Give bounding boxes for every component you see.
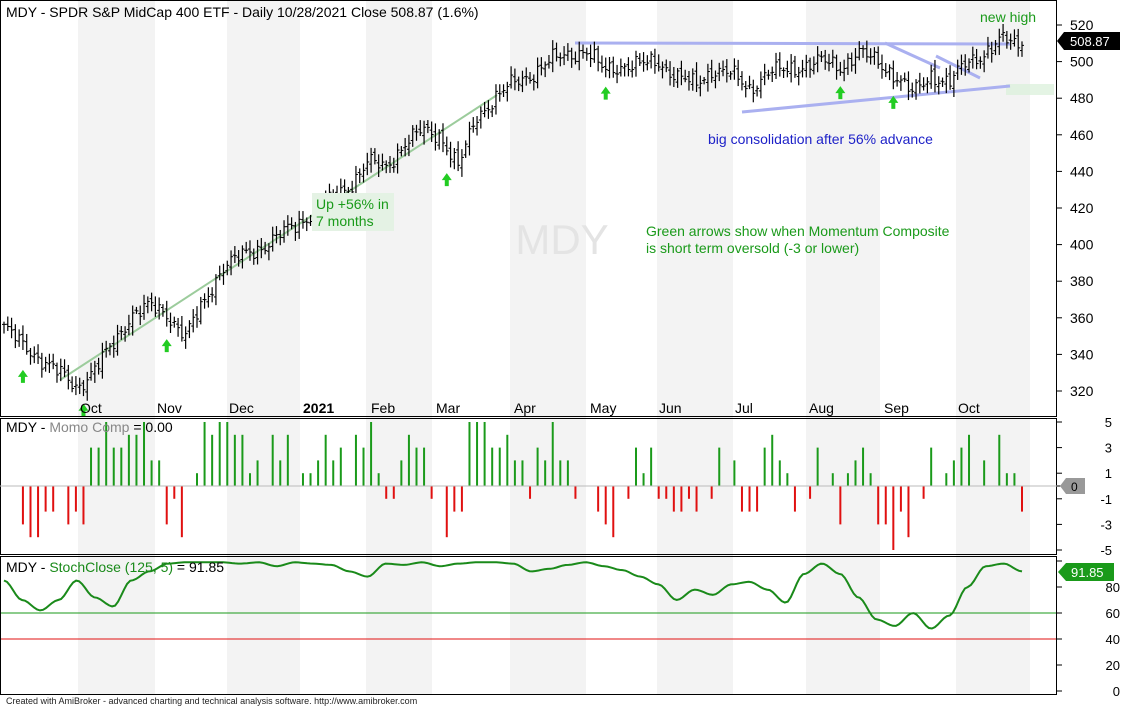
watermark: MDY (515, 216, 608, 263)
stoch-tick-label: 60 (1106, 606, 1120, 621)
x-tick-label: May (590, 400, 616, 416)
annotation-up56-line2: 7 months (316, 213, 374, 229)
momo-last-box: 0 (1060, 478, 1085, 494)
x-tick-label: Apr (514, 400, 536, 416)
stochclose-line (3, 561, 1023, 630)
price-tick-label: 360 (1070, 310, 1094, 326)
stoch-title-value: = 91.85 (173, 559, 224, 575)
x-axis: Oct Nov Dec 2021 Feb Mar Apr May Jun Jul Aug Sep Oct (80, 400, 980, 416)
momo-title: MDY - Momo Comp = 0.00 (6, 419, 173, 435)
month-band (510, 1, 586, 695)
month-band (657, 1, 733, 695)
oversold-arrows (17, 86, 899, 417)
price-tick-label: 340 (1070, 346, 1094, 362)
stoch-last-label: 91.85 (1071, 565, 1104, 580)
price-pane-border (0, 0, 1057, 417)
momo-last-label: 0 (1071, 480, 1078, 494)
month-band (78, 1, 155, 695)
stoch-tick-label: 40 (1106, 632, 1120, 647)
stoch-title-name: StochClose (125, 5) (49, 559, 173, 575)
stoch-last-box: 91.85 (1058, 563, 1114, 581)
resistance-line (574, 41, 1011, 46)
oversold-arrow (17, 369, 28, 383)
x-tick-label: Jul (735, 400, 753, 416)
annotation-green-arrows-2: is short term oversold (-3 or lower) (646, 240, 859, 256)
x-tick-label: Feb (371, 400, 395, 416)
oversold-arrow (835, 86, 846, 100)
price-tick-label: 420 (1070, 200, 1094, 216)
support-zone (1006, 84, 1054, 95)
last-price-box: 508.87 (1057, 32, 1120, 50)
stoch-title-prefix: MDY - (6, 559, 49, 575)
x-tick-label: Mar (436, 400, 460, 416)
annotation-up56-bg (312, 193, 394, 231)
annotation-green-arrows-1: Green arrows show when Momentum Composit… (646, 223, 950, 239)
stoch-tick-label: 80 (1106, 580, 1120, 595)
oversold-arrow (78, 403, 89, 417)
month-band (227, 1, 300, 695)
month-band (956, 1, 1030, 695)
price-tick-label: 380 (1070, 273, 1094, 289)
price-tick-label: 520 (1070, 17, 1094, 33)
last-price-label: 508.87 (1070, 34, 1110, 49)
oversold-arrow (441, 173, 452, 187)
price-tick-label: 460 (1070, 127, 1094, 143)
main-title: MDY - SPDR S&P MidCap 400 ETF - Daily 10… (6, 4, 479, 20)
annotation-new-high: new high (980, 9, 1036, 25)
x-tick-label: Dec (229, 400, 254, 416)
month-band (806, 1, 880, 695)
footer-credit: Created with AmiBroker - advanced charti… (6, 696, 418, 706)
price-tick-label: 440 (1070, 163, 1094, 179)
momo-tick-label: -3 (1100, 517, 1112, 532)
price-tick-label: 500 (1070, 54, 1094, 70)
oversold-arrow (161, 339, 172, 353)
x-tick-label: Nov (157, 400, 182, 416)
momo-title-name: Momo Comp (49, 419, 129, 435)
stoch-title: MDY - StochClose (125, 5) = 91.85 (6, 559, 224, 575)
x-tick-label: Oct (80, 400, 102, 416)
price-tick-label: 400 (1070, 237, 1094, 253)
stoch-tick-label: 0 (1113, 684, 1120, 699)
x-tick-label: Aug (809, 400, 834, 416)
stoch-axis: 80 60 40 20 0 (1057, 560, 1120, 699)
month-bands (78, 1, 1030, 695)
stoch-tick-label: 20 (1106, 658, 1120, 673)
momo-tick-label: 1 (1105, 466, 1112, 481)
stoch-pane-border (0, 556, 1057, 695)
price-axis: 320 340 360 380 400 420 440 460 480 500 520 (1057, 17, 1094, 399)
momo-tick-label: 3 (1105, 441, 1112, 456)
momo-tick-label: 5 (1105, 415, 1112, 430)
momo-tick-label: -1 (1100, 492, 1112, 507)
x-tick-label: 2021 (303, 400, 334, 416)
momo-tick-label: -5 (1100, 543, 1112, 558)
x-tick-label: Sep (884, 400, 909, 416)
x-tick-label: Oct (958, 400, 980, 416)
annotation-up56-line1: Up +56% in (316, 196, 389, 212)
oversold-arrow (600, 86, 611, 100)
momo-title-prefix: MDY - (6, 419, 49, 435)
momo-title-value: = 0.00 (129, 419, 172, 435)
x-tick-label: Jun (659, 400, 682, 416)
pennant-top-line (884, 41, 941, 70)
momo-bars (21, 422, 1023, 550)
oversold-arrow (888, 95, 899, 109)
price-tick-label: 480 (1070, 90, 1094, 106)
annotation-consolidation: big consolidation after 56% advance (708, 131, 933, 147)
price-tick-label: 320 (1070, 383, 1094, 399)
momo-axis: 5 3 1 -1 -3 -5 (1057, 415, 1112, 558)
support-trendline (741, 84, 1011, 114)
month-band (366, 1, 432, 695)
